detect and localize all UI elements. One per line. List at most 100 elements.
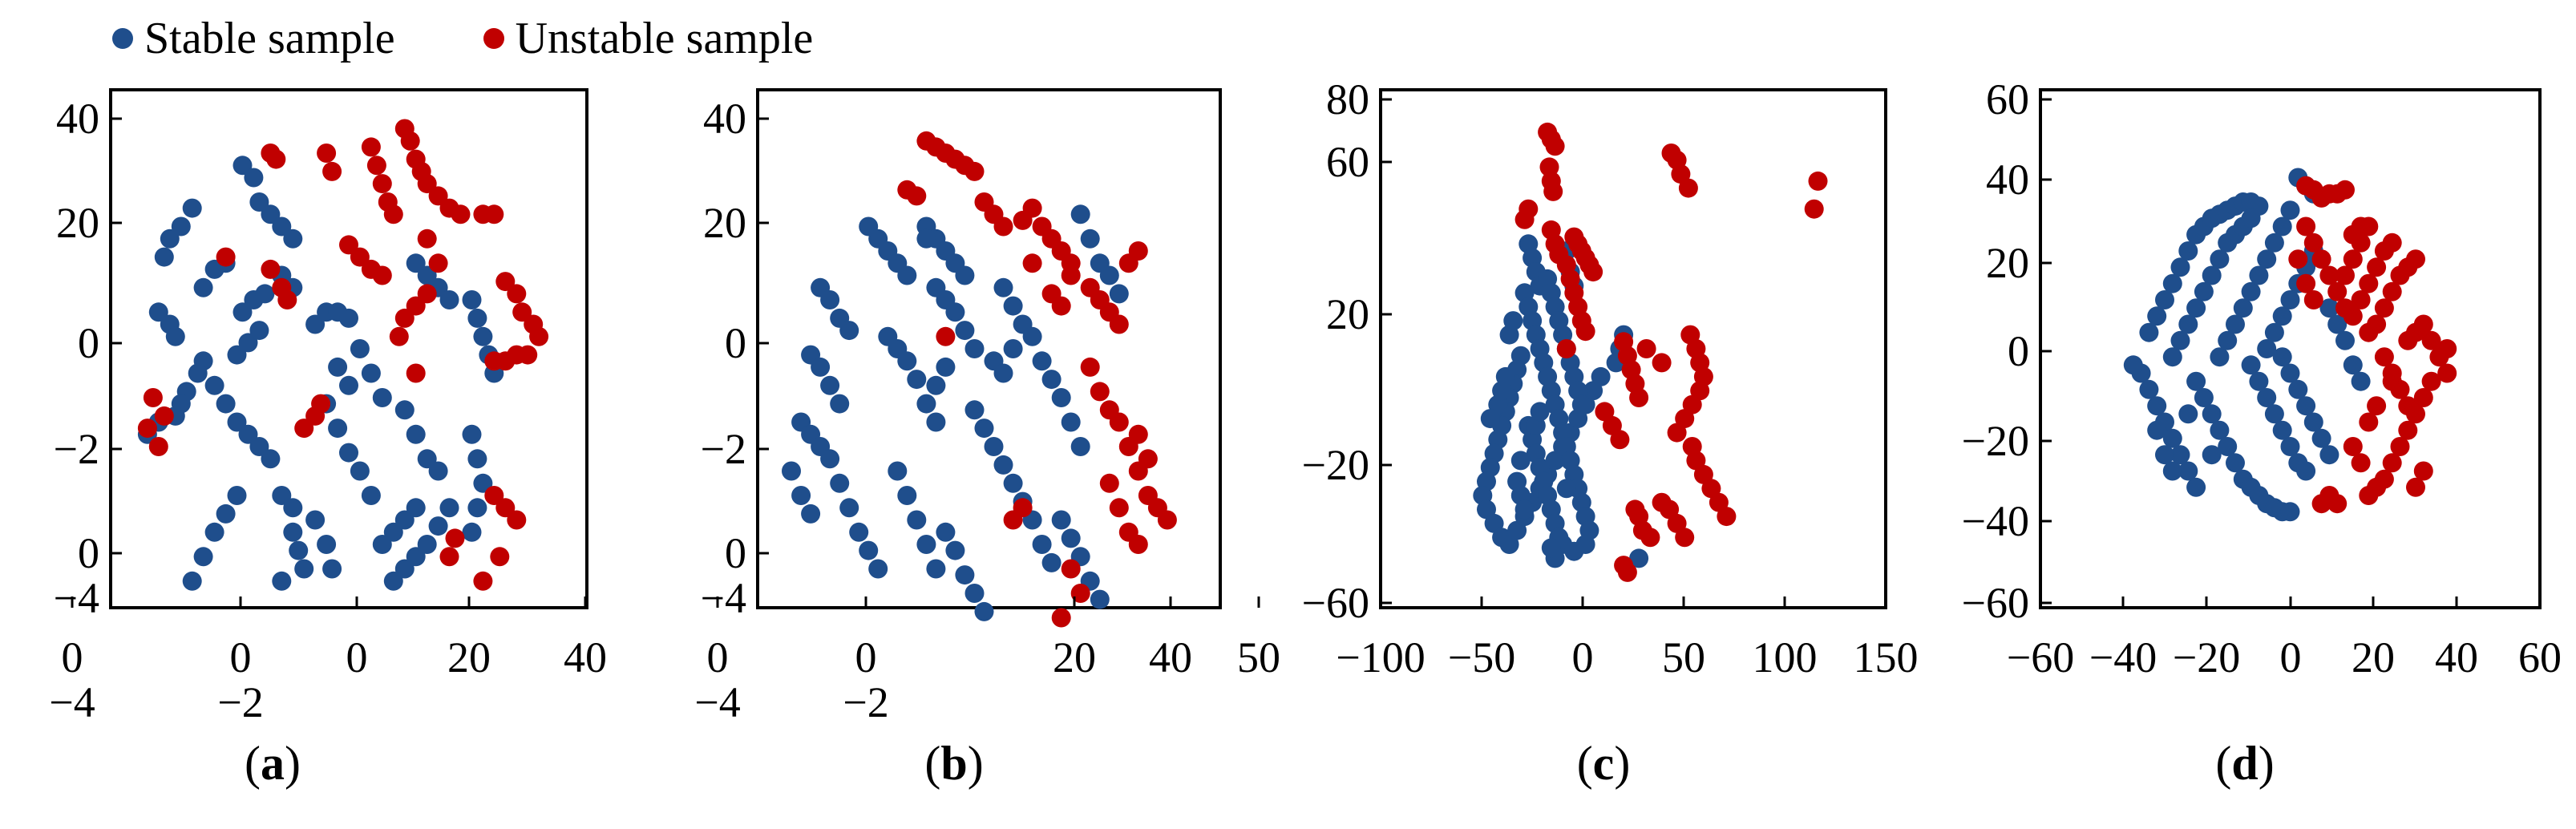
stable-point (1099, 265, 1119, 285)
stable-point (2311, 428, 2331, 448)
unstable-point (2311, 494, 2331, 514)
stable-point (238, 424, 258, 444)
stable-point (417, 449, 437, 469)
stable-point (2194, 388, 2214, 407)
unstable-point (484, 204, 504, 224)
stable-point (868, 559, 888, 579)
unstable-point (2311, 249, 2331, 269)
stable-point (2280, 290, 2300, 309)
unstable-point (2343, 437, 2363, 456)
stable-point (1571, 394, 1591, 414)
stable-point (383, 571, 403, 591)
stable-point (897, 265, 917, 285)
stable-point (462, 290, 482, 309)
unstable-point (216, 247, 236, 267)
x-tick-label: −20 (2173, 633, 2240, 681)
x-tick-label: 150 (1854, 633, 1919, 681)
stable-point (2202, 265, 2222, 285)
stable-point (974, 601, 994, 621)
stable-point (830, 394, 850, 414)
stable-point (2139, 322, 2159, 342)
y-tick-label: 80 (1326, 75, 1369, 123)
stable-point (2162, 461, 2182, 481)
stable-point (2241, 355, 2261, 375)
unstable-point (1051, 608, 1071, 628)
unstable-point (2437, 339, 2457, 358)
unstable-point (451, 204, 471, 224)
x-tick-label: 20 (447, 633, 491, 681)
unstable-point (339, 235, 358, 255)
stable-point (2162, 273, 2182, 293)
unstable-point (2351, 216, 2371, 237)
unstable-point (2359, 273, 2379, 293)
unstable-point (907, 186, 927, 206)
y-tick-label: −4 (701, 574, 746, 622)
plot-frame (109, 88, 588, 609)
stable-point (2186, 477, 2206, 497)
stable-point (897, 351, 917, 371)
stable-point (227, 486, 247, 505)
stable-point (1629, 548, 1649, 568)
unstable-point (2437, 363, 2457, 383)
unstable-point (1051, 296, 1071, 316)
stable-point (955, 265, 975, 285)
x-tick-label: −100 (1336, 633, 1425, 681)
stable-point (782, 461, 801, 481)
x-tick-label: −40 (2089, 633, 2157, 681)
unstable-point (305, 406, 326, 426)
unstable-point (1099, 473, 1119, 493)
stable-point (2210, 420, 2230, 440)
unstable-point (2406, 477, 2425, 497)
stable-point (2280, 502, 2300, 522)
unstable-point (1678, 178, 1698, 198)
stable-point (2303, 412, 2323, 432)
x-tick-label: −60 (2007, 633, 2074, 681)
stable-point (339, 308, 358, 328)
unstable-point (394, 308, 415, 328)
stable-point (372, 535, 392, 554)
stable-point (1530, 402, 1550, 422)
stable-point (2123, 355, 2143, 375)
x-tick-label: 40 (564, 633, 607, 681)
unstable-point (529, 326, 549, 346)
unstable-point (2398, 396, 2418, 416)
stable-point (2280, 437, 2300, 456)
stable-point (339, 375, 358, 395)
x-tick-label: 0 (230, 633, 252, 681)
x-tick-label: 40 (1149, 633, 1192, 681)
unstable-point (1667, 423, 1687, 443)
stable-point (2249, 265, 2269, 285)
x-tick-label: 50 (1662, 633, 1705, 681)
unstable-point (2421, 371, 2441, 391)
stable-point (2170, 445, 2190, 465)
stable-point (2241, 281, 2261, 301)
stable-point (820, 375, 840, 395)
stable-point (2272, 347, 2292, 367)
unstable-point (372, 265, 392, 285)
stable-point (2178, 314, 2198, 334)
y-tick-label: −60 (1962, 579, 2029, 627)
stable-point (473, 473, 493, 493)
stable-point (439, 290, 459, 309)
unstable-point (2382, 453, 2402, 473)
stable-point (2186, 298, 2206, 318)
stable-point (2218, 330, 2238, 350)
unstable-point (2382, 371, 2402, 391)
stable-point (204, 375, 224, 395)
unstable-point (2374, 347, 2394, 367)
stable-point (350, 461, 370, 481)
stable-point (2178, 461, 2198, 481)
unstable-point (2359, 412, 2379, 432)
stable-point (462, 522, 482, 542)
stable-point (2170, 257, 2190, 277)
unstable-point (2382, 233, 2402, 253)
unstable-point (366, 156, 386, 176)
unstable-point (277, 290, 297, 309)
x-tick-label: −4 (694, 678, 740, 726)
stable-point (249, 321, 269, 341)
unstable-point (294, 419, 314, 439)
stable-point (2296, 461, 2316, 481)
stable-point (791, 486, 811, 505)
stable-point (830, 473, 850, 493)
unstable-point (428, 253, 448, 273)
